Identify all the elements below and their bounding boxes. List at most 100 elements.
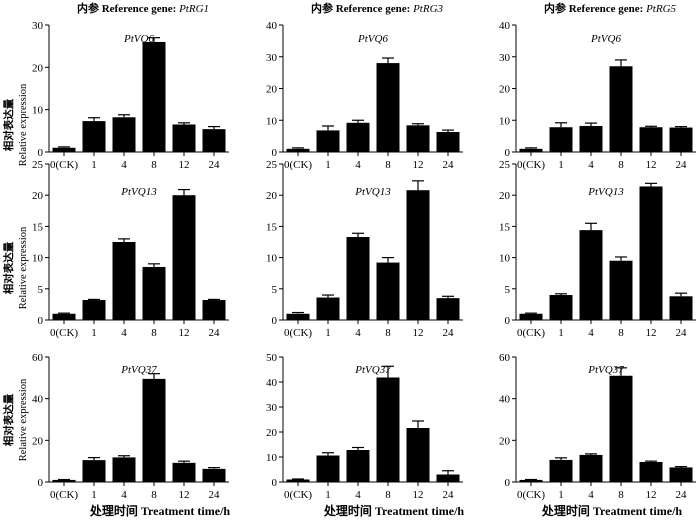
x-tick-label: 12 [413,159,424,171]
reference-gene: PtRG5 [645,3,676,15]
x-tick-label: 1 [558,489,564,501]
chart-panel: PtVQ13 0 5 10 15 20 25 0(CK) 1 4 8 12 24 [32,159,229,339]
bar [436,131,460,152]
y-tick-label: 25 [499,159,511,171]
chart-panel: 内参 Reference gene: PtRG3 PtVQ6 0 10 20 30 40 0(… [266,1,463,171]
x-tick-label: 8 [385,159,391,171]
chart-title: PtVQ37 [354,364,391,376]
bar [346,450,370,482]
bar [669,296,693,320]
y-tick-label: 20 [32,435,44,447]
y-tick-label: 30 [266,52,278,64]
bar [609,66,633,152]
bar [376,63,400,152]
y-tick-label: 40 [499,20,511,32]
chart-panels: 内参 Reference gene: PtRG1PtVQ601020300(CK… [32,1,696,501]
y-tick-label: 60 [499,352,511,364]
chart-title: PtVQ37 [120,364,157,376]
bar [286,313,310,320]
y-tick-label: 0 [505,477,511,489]
x-tick-label: 24 [209,327,221,339]
chart-panel: PtVQ37 0 20 40 60 0(CK) 1 4 8 12 24 [499,352,696,501]
bar [172,124,196,152]
y-tick-label: 30 [32,20,44,32]
x-tick-label: 24 [209,159,221,171]
y-axis-label-en: Relative expression [18,226,29,309]
bar [549,459,573,482]
bar [549,295,573,320]
x-tick-label: 12 [179,159,190,171]
y-axis-label-en: Relative expression [18,83,29,166]
bar [639,127,663,152]
y-tick-label: 15 [32,221,44,233]
x-tick-label: 24 [209,489,221,501]
bar [316,455,340,482]
x-tick-label: 24 [443,159,455,171]
bar [286,479,310,482]
y-tick-label: 40 [499,394,511,406]
x-tick-label: 8 [618,159,624,171]
bar [52,313,76,320]
x-axis-label: 处理时间 Treatment time/h [89,503,231,518]
y-tick-label: 0 [272,147,278,159]
x-tick-label: 0(CK) [284,327,312,339]
bar [406,428,430,482]
bar [406,190,430,320]
bar [82,460,106,482]
y-tick-label: 25 [266,159,278,171]
x-tick-label: 12 [646,159,657,171]
panel-header: 内参 Reference gene: PtRG5 [544,1,677,15]
x-tick-label: 8 [618,489,624,501]
bar [519,148,543,152]
bar [376,262,400,320]
y-axis-label-cn: 相对表达量 [2,98,15,151]
y-tick-label: 10 [499,115,511,127]
x-tick-label: 8 [151,489,157,501]
x-tick-label: 12 [179,327,190,339]
y-tick-label: 0 [505,147,511,159]
y-tick-label: 10 [266,253,278,265]
x-tick-label: 24 [443,327,455,339]
bar [639,186,663,320]
bar [52,147,76,152]
x-axis-label: 处理时间 Treatment time/h [541,503,683,518]
y-tick-label: 20 [266,190,278,202]
x-tick-label: 12 [646,489,657,501]
bar [609,375,633,482]
x-tick-label: 24 [676,159,688,171]
x-tick-label: 4 [355,159,361,171]
y-tick-label: 40 [32,394,44,406]
y-tick-label: 10 [32,253,44,265]
chart-panel: 内参 Reference gene: PtRG1PtVQ601020300(CK… [32,1,229,171]
y-tick-label: 15 [266,221,278,233]
chart-panel: PtVQ37 0 10 20 30 40 50 0(CK) 1 4 8 12 24 [266,352,463,501]
y-tick-label: 5 [505,284,511,296]
bar [82,121,106,152]
y-tick-label: 0 [38,477,44,489]
x-tick-label: 0(CK) [517,159,545,171]
bar [579,454,603,482]
x-tick-label: 1 [325,489,331,501]
x-tick-label: 4 [588,489,594,501]
y-tick-label: 5 [272,284,278,296]
x-tick-label: 0(CK) [517,327,545,339]
x-tick-label: 1 [91,489,97,501]
x-tick-label: 0(CK) [284,159,312,171]
bar [609,260,633,320]
x-tick-label: 4 [355,489,361,501]
x-tick-label: 8 [385,489,391,501]
y-tick-label: 20 [266,84,278,96]
x-tick-label: 0(CK) [50,489,78,501]
x-tick-label: 24 [443,489,455,501]
y-tick-label: 10 [499,253,511,265]
x-tick-label: 12 [413,489,424,501]
y-tick-label: 20 [32,62,44,74]
y-tick-label: 20 [499,190,511,202]
x-tick-label: 4 [588,159,594,171]
y-tick-label: 5 [38,284,44,296]
x-tick-label: 1 [558,159,564,171]
bar [286,148,310,152]
bar [549,127,573,152]
x-tick-label: 4 [121,489,127,501]
chart-title: PtVQ37 [587,364,624,376]
